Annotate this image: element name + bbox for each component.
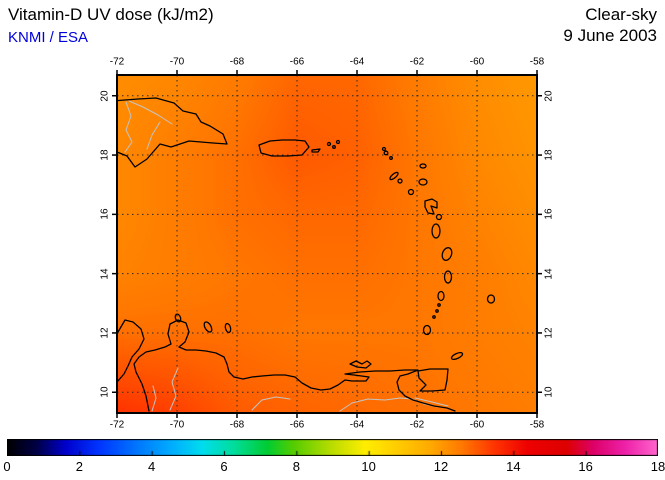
colorbar-tick-label: 18 [650,459,665,474]
island-tobago [450,351,464,361]
colorbar-tick-label: 8 [292,459,300,474]
island-outline [326,141,332,147]
island-montserrat [407,188,415,196]
coastline-guajira-maracaibo [117,319,145,385]
island-guadeloupe [424,198,438,215]
inland-borders-rivers-group [124,100,449,412]
colorbar-tick-label: 12 [433,459,449,474]
island-st-vincent [437,290,445,302]
colorbar-tick-label: 0 [3,459,11,474]
island-outline [381,146,387,152]
island-outline [335,139,341,145]
colorbar-tick-label: 16 [578,459,593,474]
hispaniola-river-2 [146,121,161,150]
colorbar-canvas [7,439,658,456]
hispaniola-river-1 [128,100,173,125]
map-frame [116,74,538,414]
coastline-hispaniola [117,97,228,168]
coastlines-group [117,97,496,412]
colorbar-tick-label: 6 [220,459,228,474]
island-margarita [349,360,372,369]
island-st-kitts [389,171,399,181]
orinoco-river [339,397,449,412]
island-nevis [397,178,403,184]
island-vieques [311,148,321,153]
island-dominica [431,223,441,239]
coastline-venezuela [133,319,456,412]
island-grenada [422,324,432,336]
date-label: 9 June 2003 [563,26,657,45]
island-outline [432,315,436,319]
colorbar-tick-label: 14 [506,459,521,474]
venezuela-river-2 [169,367,179,411]
island-barbados [486,294,496,304]
haiti-dr-border-line [124,101,133,153]
colorbar-tick-label: 4 [148,459,156,474]
colorbar-tick-label: 10 [361,459,376,474]
island-marie-galante [435,213,443,221]
island-st-lucia [443,270,453,284]
venezuela-river-3 [151,385,157,412]
page-title: Vitamin-D UV dose (kJ/m2) [8,5,214,24]
map-gridlines [117,75,537,413]
island-outline [332,145,336,149]
island-bonaire [224,322,232,334]
island-aruba [174,313,182,323]
venezuela-river-1 [251,396,291,411]
axis-tick-marks [112,70,542,418]
colorbar-tick-label: 2 [75,459,83,474]
island-martinique [441,247,453,261]
island-outline [389,156,393,160]
uv-dose-heatmap-canvas [117,75,537,413]
island-antigua [418,178,428,186]
source-credit: KNMI / ESA [8,29,89,46]
island-trinidad [417,368,449,392]
island-barbuda [419,163,427,169]
coastline-puerto-rico [258,139,310,157]
island-outline [383,150,389,156]
island-outline [437,303,441,307]
sky-condition-label: Clear-sky [585,5,657,24]
island-curacao [203,321,213,333]
island-outline [435,309,439,313]
